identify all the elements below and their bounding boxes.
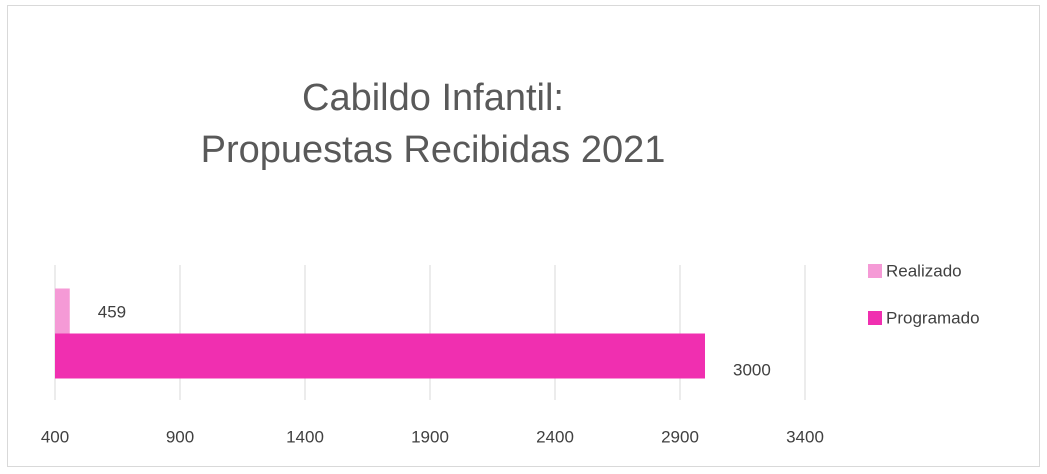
chart-title: Cabildo Infantil: [302, 77, 564, 119]
legend-swatch [868, 311, 882, 325]
x-tick-label: 1900 [411, 427, 449, 446]
x-tick-label: 400 [41, 427, 69, 446]
legend-label: Realizado [886, 261, 962, 280]
data-label: 3000 [733, 360, 771, 379]
x-tick-label: 2400 [536, 427, 574, 446]
data-label: 459 [98, 302, 126, 321]
x-tick-label: 3400 [786, 427, 824, 446]
bar [55, 288, 70, 334]
x-tick-label: 900 [166, 427, 194, 446]
chart-frame [7, 5, 1040, 467]
legend-swatch [868, 264, 882, 278]
legend-label: Programado [886, 308, 980, 327]
bar [55, 333, 705, 379]
x-tick-label: 1400 [286, 427, 324, 446]
x-tick-label: 2900 [661, 427, 699, 446]
chart-title: Propuestas Recibidas 2021 [201, 129, 666, 171]
